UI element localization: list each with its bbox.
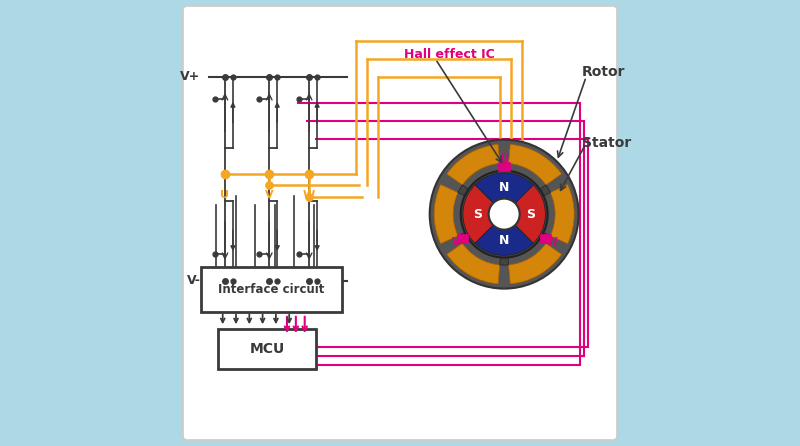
Wedge shape xyxy=(446,145,500,185)
Wedge shape xyxy=(434,185,458,244)
Wedge shape xyxy=(446,244,500,284)
Circle shape xyxy=(430,140,578,289)
Wedge shape xyxy=(475,173,534,214)
Text: Rotor: Rotor xyxy=(582,65,626,79)
Text: MCU: MCU xyxy=(250,343,285,356)
Circle shape xyxy=(461,171,547,258)
Bar xyxy=(457,234,469,243)
Text: V+: V+ xyxy=(180,70,201,83)
Text: V: V xyxy=(453,237,460,247)
FancyBboxPatch shape xyxy=(183,6,617,440)
Wedge shape xyxy=(500,257,509,265)
Bar xyxy=(540,234,551,243)
Wedge shape xyxy=(475,214,534,256)
Text: Stator: Stator xyxy=(582,136,631,150)
Text: N: N xyxy=(499,181,510,194)
Bar xyxy=(498,162,510,171)
Wedge shape xyxy=(504,185,546,243)
Wedge shape xyxy=(509,244,562,284)
Wedge shape xyxy=(500,163,509,171)
Text: W: W xyxy=(303,190,315,200)
Text: Hall effect IC: Hall effect IC xyxy=(405,48,495,61)
Wedge shape xyxy=(540,232,550,244)
FancyBboxPatch shape xyxy=(218,330,316,369)
Text: S: S xyxy=(526,208,535,221)
Text: V-: V- xyxy=(186,274,201,287)
Wedge shape xyxy=(540,185,550,196)
Circle shape xyxy=(489,198,520,230)
Wedge shape xyxy=(463,185,504,243)
Text: V: V xyxy=(265,190,274,200)
Wedge shape xyxy=(509,145,562,185)
Text: U: U xyxy=(500,154,508,164)
Text: Interface circuit: Interface circuit xyxy=(218,283,325,296)
Text: U: U xyxy=(221,190,230,200)
Text: N: N xyxy=(499,234,510,247)
Text: W: W xyxy=(546,237,558,247)
Wedge shape xyxy=(550,185,574,244)
Text: S: S xyxy=(473,208,482,221)
Wedge shape xyxy=(458,185,469,196)
Wedge shape xyxy=(458,232,469,244)
FancyBboxPatch shape xyxy=(201,267,342,312)
